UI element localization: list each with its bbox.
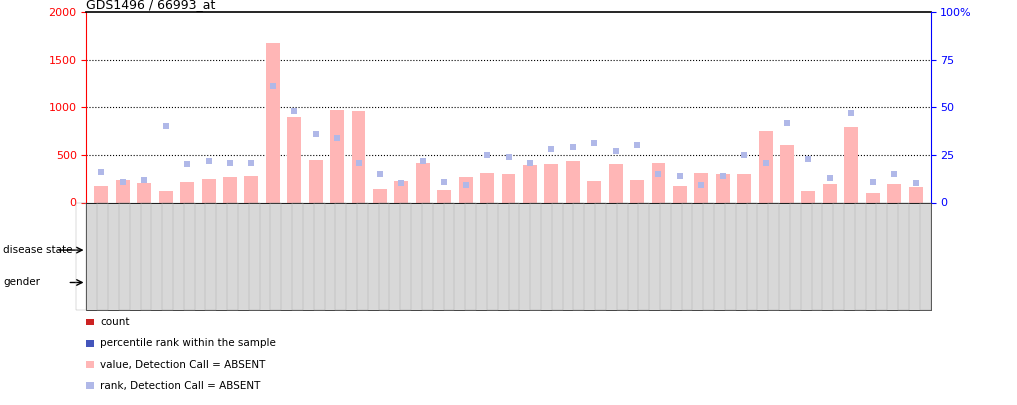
Bar — [823, 184, 837, 202]
Bar — [801, 191, 816, 202]
Bar — [652, 164, 665, 202]
Bar — [608, 164, 622, 202]
Bar — [86, 361, 95, 368]
Bar — [265, 43, 280, 202]
Bar — [309, 160, 322, 202]
Bar — [331, 110, 344, 202]
Bar — [497, 235, 931, 265]
Bar — [180, 181, 194, 202]
Bar — [844, 127, 858, 202]
Bar — [223, 177, 237, 202]
Bar — [116, 180, 130, 202]
Bar — [303, 267, 497, 298]
Bar — [565, 161, 580, 202]
Bar — [523, 165, 537, 202]
Bar — [86, 340, 95, 347]
Text: male: male — [179, 276, 211, 289]
Text: female: female — [800, 276, 844, 289]
Bar — [95, 186, 109, 202]
Bar — [352, 111, 365, 202]
Text: GDS1496 / 66993_at: GDS1496 / 66993_at — [86, 0, 216, 11]
Bar — [865, 193, 880, 202]
Text: rank, Detection Call = ABSENT: rank, Detection Call = ABSENT — [101, 381, 260, 391]
Bar — [137, 183, 152, 202]
Bar — [201, 179, 216, 202]
Bar — [544, 164, 558, 202]
Bar — [737, 174, 752, 202]
Text: lean: lean — [279, 243, 305, 257]
Bar — [780, 145, 794, 202]
Bar — [714, 267, 931, 298]
Text: count: count — [101, 317, 130, 327]
Text: female: female — [378, 276, 422, 289]
Bar — [373, 189, 386, 202]
Bar — [497, 267, 714, 298]
Bar — [716, 174, 730, 202]
Text: male: male — [590, 276, 621, 289]
Bar — [287, 117, 301, 202]
Bar — [673, 186, 686, 202]
Bar — [480, 173, 494, 202]
Bar — [86, 382, 95, 389]
Bar — [86, 319, 95, 326]
Bar — [759, 131, 773, 202]
Bar — [86, 267, 303, 298]
Bar — [159, 191, 173, 202]
Bar — [416, 162, 430, 202]
Bar — [631, 180, 644, 202]
Text: disease state: disease state — [3, 245, 72, 255]
Bar — [86, 235, 497, 265]
Text: gender: gender — [3, 277, 40, 288]
Text: value, Detection Call = ABSENT: value, Detection Call = ABSENT — [101, 360, 265, 370]
Bar — [244, 176, 258, 202]
Text: obese: obese — [696, 243, 733, 257]
Bar — [887, 184, 901, 202]
Bar — [459, 177, 473, 202]
Bar — [501, 174, 516, 202]
Text: percentile rank within the sample: percentile rank within the sample — [101, 338, 276, 348]
Bar — [695, 173, 708, 202]
Bar — [437, 190, 452, 202]
Bar — [908, 187, 922, 202]
Bar — [395, 181, 409, 202]
Bar — [587, 181, 601, 202]
